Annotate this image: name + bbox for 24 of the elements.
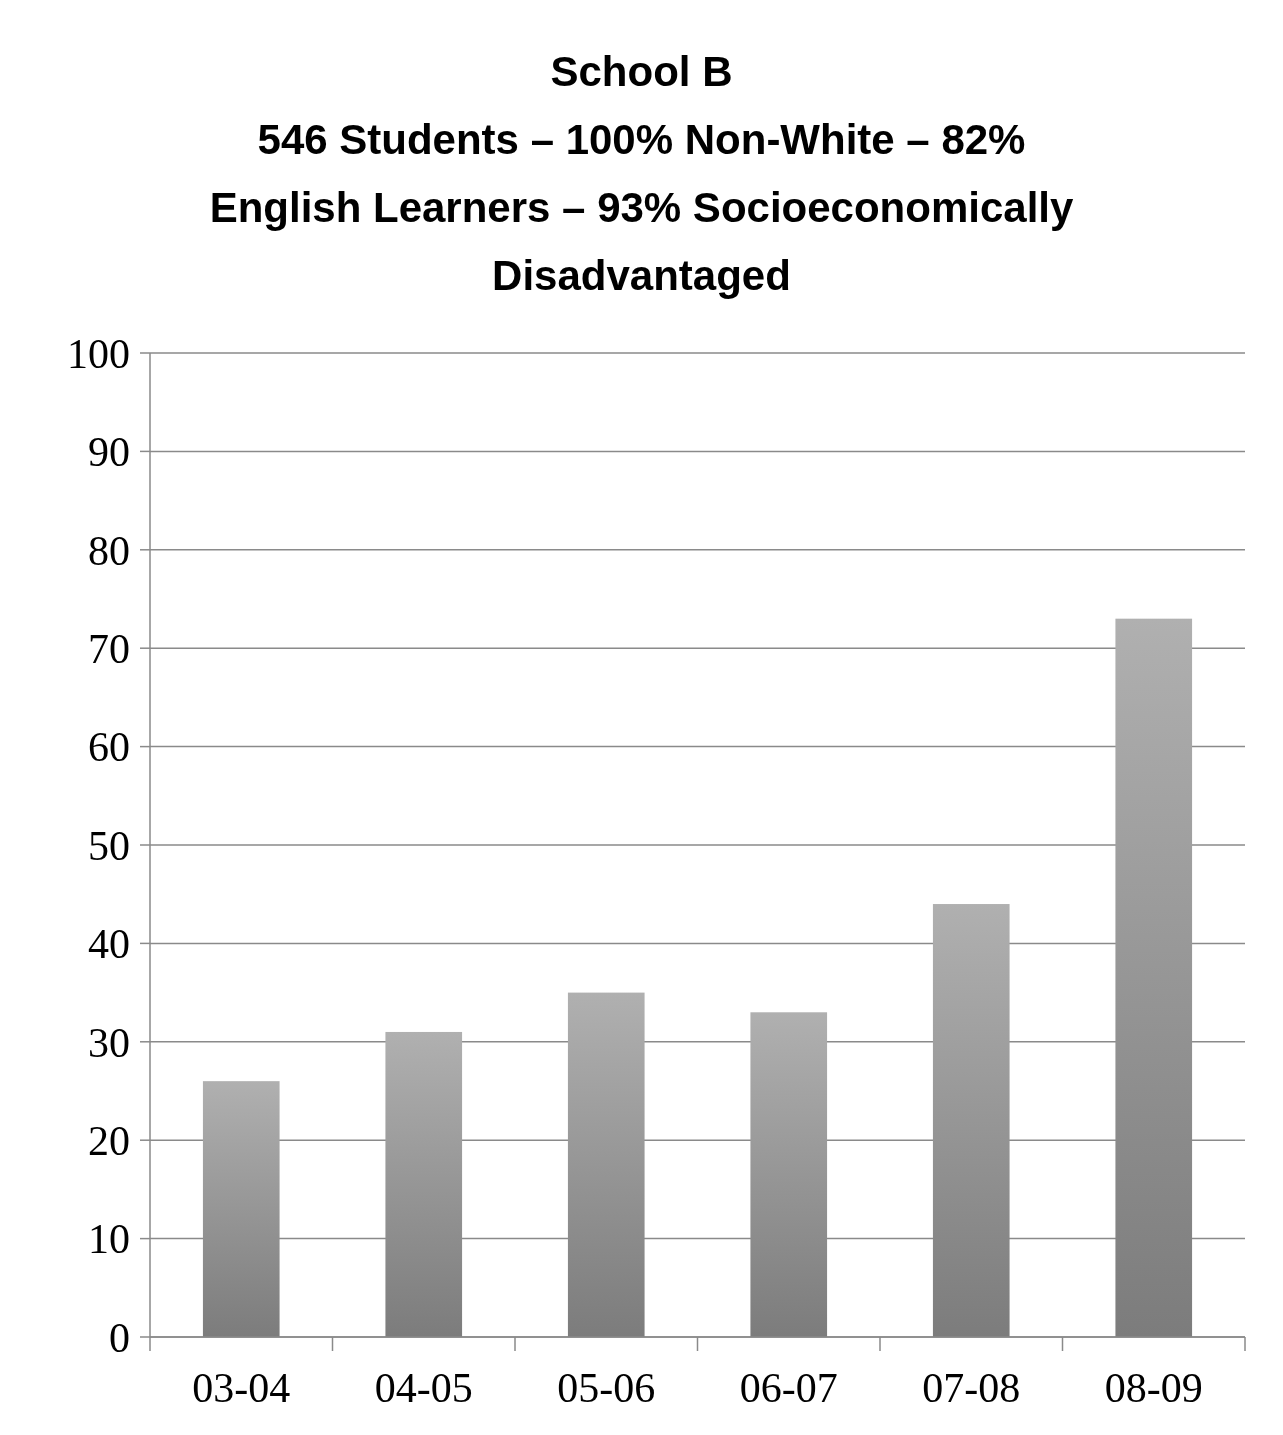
y-tick-label: 30 — [88, 1019, 130, 1066]
x-tick-label: 05-06 — [557, 1365, 656, 1411]
y-tick-label: 100 — [67, 330, 130, 377]
y-tick-label: 80 — [88, 527, 130, 574]
y-tick-label: 70 — [88, 625, 130, 672]
y-tick-label: 50 — [88, 822, 130, 869]
y-tick-label: 0 — [109, 1314, 130, 1361]
bar — [1115, 618, 1193, 1337]
x-tick-label: 04-05 — [374, 1365, 473, 1411]
chart-title: School B 546 Students – 100% Non-White – 82% English Learners – 93% Socioeconomically Disadvantaged — [209, 48, 1074, 299]
bar — [932, 904, 1010, 1337]
y-tick-label: 10 — [88, 1216, 130, 1263]
bar — [567, 992, 645, 1337]
y-tick-label: 20 — [88, 1117, 130, 1164]
bar — [750, 1012, 828, 1337]
y-tick-label: 60 — [88, 724, 130, 771]
bar — [202, 1081, 280, 1337]
y-tick-label: 90 — [88, 429, 130, 476]
x-tick-label: 07-08 — [922, 1365, 1021, 1411]
x-tick-label: 03-04 — [192, 1365, 291, 1411]
bar — [385, 1031, 463, 1337]
y-tick-label: 40 — [88, 921, 130, 968]
x-tick-label: 08-09 — [1104, 1365, 1203, 1411]
x-tick-label: 06-07 — [739, 1365, 838, 1411]
